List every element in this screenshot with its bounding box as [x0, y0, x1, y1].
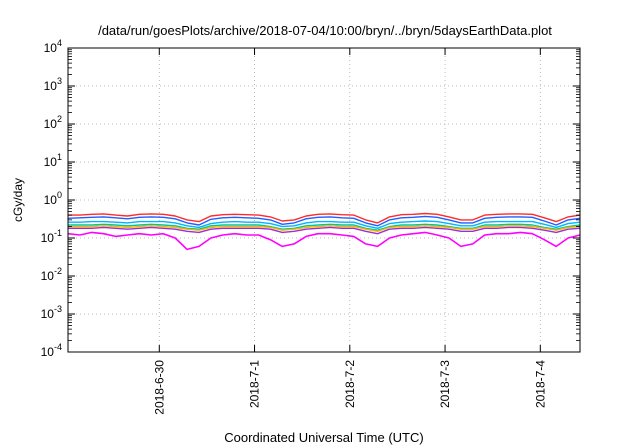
- y-tick-exponent: 4: [57, 38, 62, 48]
- y-tick-label: 104: [44, 38, 62, 55]
- series-line-2: [67, 215, 581, 227]
- y-tick-base: 10: [41, 231, 55, 245]
- y-tick-exponent: -2: [54, 266, 62, 276]
- y-tick-exponent: 0: [57, 190, 62, 200]
- y-tick-label: 10-4: [41, 342, 62, 359]
- x-axis: 2018-6-30 2018-7-1 2018-7-2 2018-7-3 2018-7-…: [152, 48, 547, 415]
- y-tick-exponent: -1: [54, 228, 62, 238]
- y-tick-base: 10: [44, 41, 58, 55]
- x-tick-label: 2018-7-1: [248, 360, 262, 408]
- y-tick-base: 10: [44, 155, 58, 169]
- y-tick-label: 10-2: [41, 266, 62, 283]
- y-tick-base: 10: [44, 193, 58, 207]
- x-tick-label: 2018-7-4: [533, 360, 547, 408]
- y-tick-label: 102: [44, 114, 62, 131]
- y-tick-base: 10: [44, 117, 58, 131]
- x-axis-label: Coordinated Universal Time (UTC): [224, 430, 423, 445]
- x-tick-label: 2018-7-3: [438, 360, 452, 408]
- series-line-5: [68, 225, 581, 232]
- chart-title: /data/run/goesPlots/archive/2018-07-04/1…: [98, 23, 552, 38]
- y-tick-label: 10-1: [41, 228, 62, 245]
- x-tick-label: 2018-6-30: [152, 360, 166, 415]
- y-tick-base: 10: [41, 345, 55, 359]
- y-tick-exponent: 1: [57, 152, 62, 162]
- grid: [68, 48, 580, 352]
- y-tick-label: 10-3: [41, 304, 62, 321]
- y-tick-base: 10: [41, 269, 55, 283]
- y-tick-exponent: 2: [57, 114, 62, 124]
- series-line-7: [67, 231, 581, 251]
- series-line-1: [68, 212, 581, 224]
- y-axis-label: cGy/day: [11, 178, 25, 222]
- y-tick-base: 10: [41, 307, 55, 321]
- x-tick-label: 2018-7-2: [343, 360, 357, 408]
- y-tick-label: 101: [44, 152, 62, 169]
- series-line-6: [68, 226, 581, 235]
- y-tick-base: 10: [44, 79, 58, 93]
- series-line-3: [68, 220, 581, 229]
- y-tick-label: 100: [44, 190, 62, 207]
- series-line-4: [68, 223, 581, 231]
- y-tick-exponent: -4: [54, 342, 62, 352]
- series-layer: [67, 212, 581, 251]
- y-tick-label: 103: [44, 76, 62, 93]
- y-tick-exponent: -3: [54, 304, 62, 314]
- y-tick-exponent: 3: [57, 76, 62, 86]
